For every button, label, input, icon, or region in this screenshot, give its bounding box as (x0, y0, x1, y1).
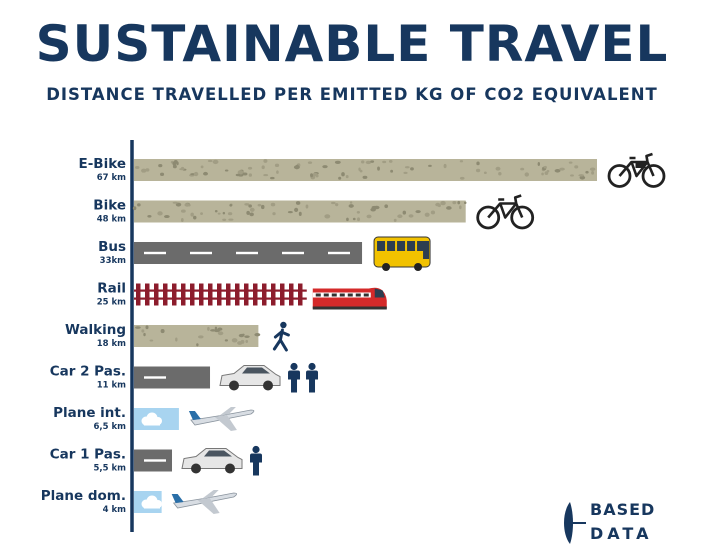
value-label: 33km (100, 256, 126, 266)
bar-gravel (132, 200, 467, 223)
category-label: Car 2 Pas. (50, 364, 126, 380)
based-data-logo-icon (564, 502, 586, 544)
value-label: 4 km (103, 505, 127, 515)
logo-text-based: BASED (590, 500, 656, 519)
category-label: Plane dom. (41, 488, 126, 504)
value-label: 67 km (97, 173, 126, 183)
bar-gravel (134, 159, 597, 181)
category-label: Plane int. (53, 405, 126, 421)
bar-road (134, 242, 363, 264)
bar-sky (134, 491, 162, 513)
bar-road (134, 449, 173, 472)
e-bike-icon (607, 152, 666, 188)
chart-subtitle: DISTANCE TRAVELLED PER EMITTED KG OF CO2… (46, 85, 658, 104)
value-label: 6,5 km (93, 422, 126, 432)
bar-rail (134, 283, 307, 306)
airplane-icon (188, 407, 255, 431)
bus-icon (373, 236, 431, 271)
bar-road (134, 366, 211, 389)
walking-person-icon (272, 321, 290, 352)
value-label: 48 km (97, 215, 126, 225)
bike-icon (476, 194, 535, 230)
car-two-passengers-icon (219, 362, 319, 393)
car-one-passenger-icon (181, 445, 263, 476)
logo-text-data: DATA (590, 524, 653, 543)
bar-sky (134, 408, 179, 430)
value-label: 5,5 km (93, 464, 126, 474)
category-label: E-Bike (78, 156, 126, 172)
category-label: Bus (98, 239, 126, 255)
airplane-icon (171, 490, 238, 514)
value-label: 25 km (97, 298, 126, 308)
category-label: Walking (65, 322, 126, 338)
category-label: Bike (93, 198, 126, 214)
category-label: Car 1 Pas. (50, 447, 126, 463)
value-label: 18 km (97, 339, 126, 349)
train-icon (312, 287, 387, 310)
value-label: 11 km (97, 381, 126, 391)
chart-title: SUSTAINABLE TRAVEL (35, 15, 669, 73)
bar-gravel (134, 325, 261, 347)
category-label: Rail (97, 281, 126, 297)
